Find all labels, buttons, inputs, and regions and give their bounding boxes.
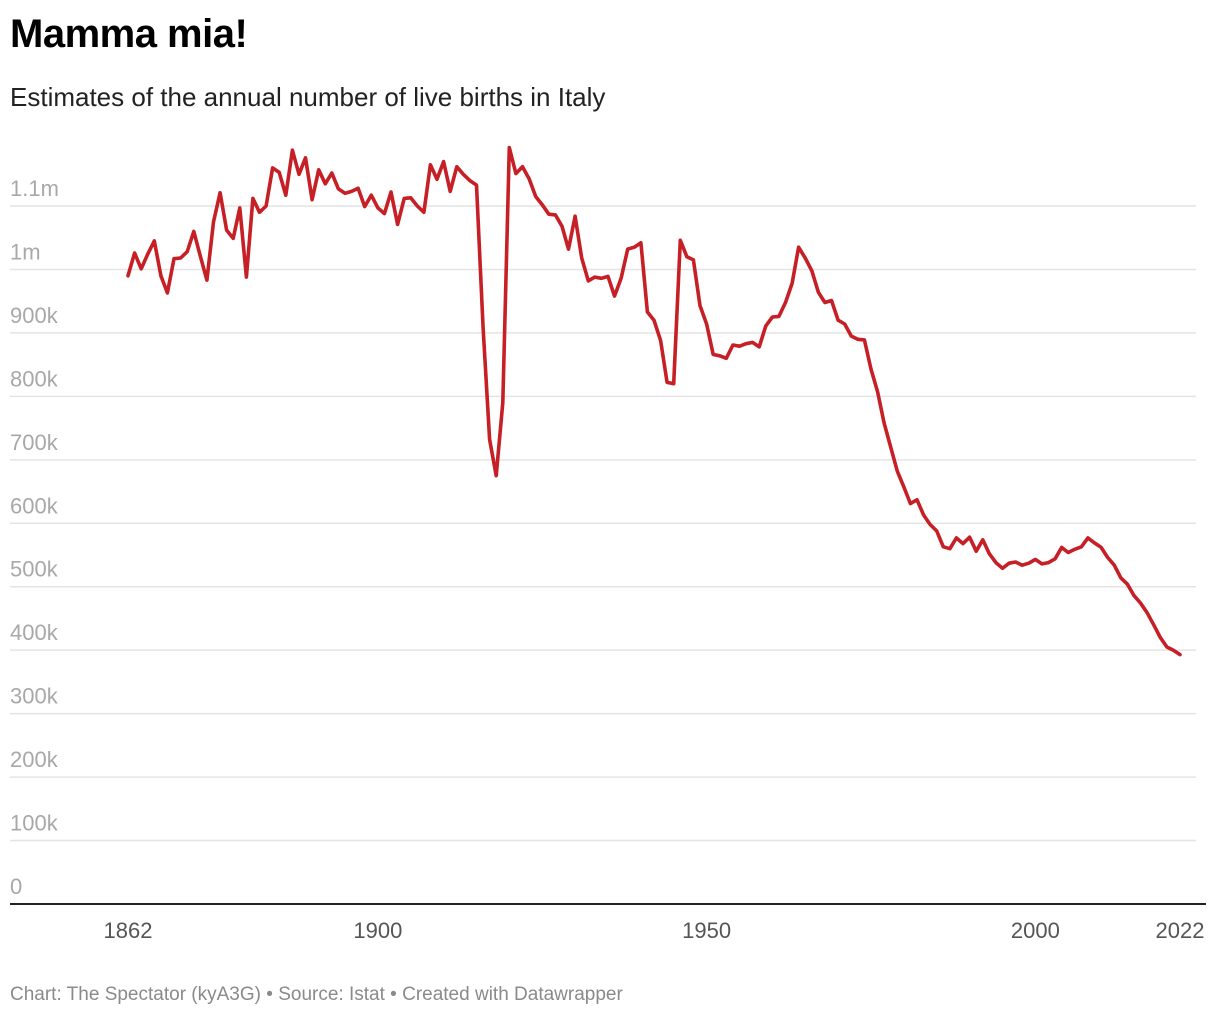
y-tick-label: 800k (10, 366, 59, 391)
x-tick-label: 1900 (353, 918, 402, 943)
y-tick-label: 900k (10, 303, 59, 328)
x-tick-label: 1862 (104, 918, 153, 943)
y-tick-label: 1m (10, 239, 41, 264)
x-axis-tick-labels: 1862 1900 1950 2000 2022 (104, 918, 1205, 943)
chart-footer: Chart: The Spectator (kyA3G) • Source: I… (10, 984, 623, 1006)
footer-created-with: Created with Datawrapper (402, 984, 623, 1005)
x-tick-label: 1950 (682, 918, 731, 943)
y-axis-tick-labels: 0 100k 200k 300k 400k 500k 600k 700k 800k 900k 1m 1… (10, 176, 59, 899)
line-chart: 0 100k 200k 300k 400k 500k 600k 700k 800k 900k 1m 1… (10, 145, 1206, 943)
y-tick-label: 400k (10, 620, 59, 645)
x-tick-label: 2022 (1156, 918, 1205, 943)
gridlines (10, 205, 1196, 842)
y-tick-label: 0 (10, 874, 22, 899)
footer-separator-2: • (384, 984, 403, 1005)
footer-chart-credit: Chart: The Spectator (kyA3G) (10, 984, 261, 1005)
y-tick-label: 500k (10, 557, 59, 582)
footer-separator-1: • (260, 984, 279, 1005)
x-tick-label: 2000 (1011, 918, 1060, 943)
chart-subtitle: Estimates of the annual number of live b… (10, 82, 606, 112)
y-tick-label: 100k (10, 811, 59, 836)
chart-title: Mamma mia! (10, 12, 248, 56)
y-tick-label: 200k (10, 747, 59, 772)
series-line-live-births (126, 145, 1182, 657)
y-tick-label: 1.1m (10, 176, 59, 201)
footer-source: Source: Istat (278, 984, 385, 1005)
y-tick-label: 700k (10, 430, 59, 455)
y-tick-label: 300k (10, 684, 59, 709)
y-tick-label: 600k (10, 493, 59, 518)
